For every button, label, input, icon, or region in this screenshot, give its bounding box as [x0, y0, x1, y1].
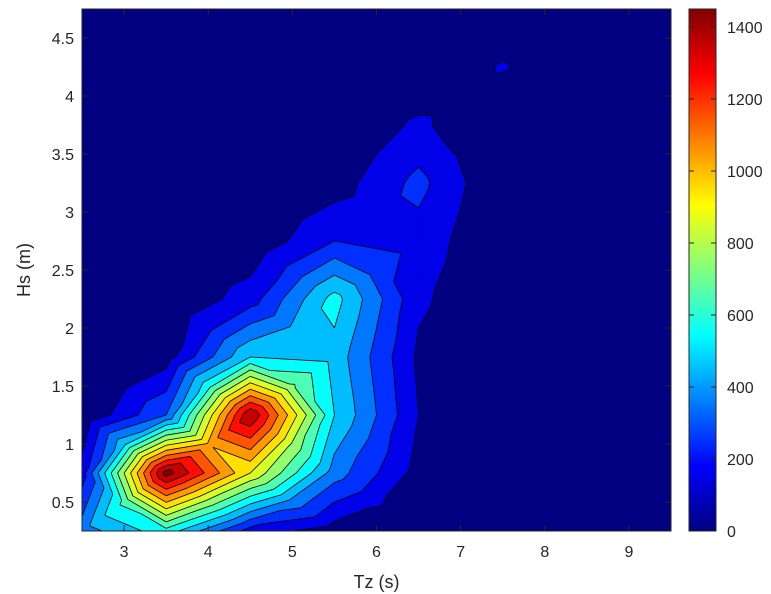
- x-axis-label: Tz (s): [354, 572, 400, 592]
- contour-line: [130, 382, 298, 510]
- x-tick-label: 6: [372, 544, 381, 561]
- y-tick-label: 4.5: [52, 31, 74, 48]
- y-tick-label: 1: [65, 437, 74, 454]
- y-tick-label: 1.5: [52, 379, 74, 396]
- y-tick-label: 2: [65, 321, 74, 338]
- colorbar-tick-label: 800: [727, 236, 754, 253]
- y-axis-label: Hs (m): [14, 243, 34, 297]
- colorbar-tick-label: 600: [727, 308, 754, 325]
- contour-line: [89, 274, 363, 532]
- colorbar-ticks: 0 200 400 600 800 1000 1200 1400: [689, 20, 763, 541]
- contour-line: [104, 291, 343, 532]
- colorbar-tick-label: 0: [727, 524, 736, 541]
- colorbar: [688, 8, 717, 532]
- colorbar-tick-label: 1400: [727, 20, 763, 37]
- y-tick-label: 0.5: [52, 495, 74, 512]
- contour-fill-layer: [81, 9, 671, 532]
- contour-line: [143, 395, 279, 497]
- contour-line-layer: [81, 61, 511, 532]
- contour-line: [123, 375, 307, 516]
- colorbar-tick-label: 200: [727, 452, 754, 469]
- x-tick-label: 4: [204, 544, 213, 561]
- x-axis-ticks: 3 4 5 6 7 8 9: [120, 9, 633, 561]
- contour-line: [81, 257, 383, 532]
- contour-line: [81, 166, 430, 532]
- y-tick-label: 3: [65, 205, 74, 222]
- contour-line: [156, 408, 260, 484]
- x-tick-label: 5: [288, 544, 297, 561]
- contour-line: [110, 363, 326, 529]
- contour-line: [81, 61, 511, 532]
- y-tick-label: 2.5: [52, 263, 74, 280]
- colorbar-tick-label: 400: [727, 380, 754, 397]
- x-tick-label: 3: [120, 544, 129, 561]
- x-tick-label: 7: [456, 544, 465, 561]
- contour-line: [136, 388, 289, 503]
- contour-line: [117, 369, 317, 523]
- colorbar-tick-label: 1000: [727, 164, 763, 181]
- y-axis-ticks: 0.5 1 1.5 2 2.5 3 3.5 4 4.5: [52, 31, 671, 512]
- x-tick-label: 8: [540, 544, 549, 561]
- y-tick-label: 3.5: [52, 147, 74, 164]
- colorbar-tick-label: 1200: [727, 92, 763, 109]
- x-tick-label: 9: [624, 544, 633, 561]
- contour-line: [149, 401, 270, 490]
- contour-line: [162, 469, 175, 477]
- y-tick-label: 4: [65, 89, 74, 106]
